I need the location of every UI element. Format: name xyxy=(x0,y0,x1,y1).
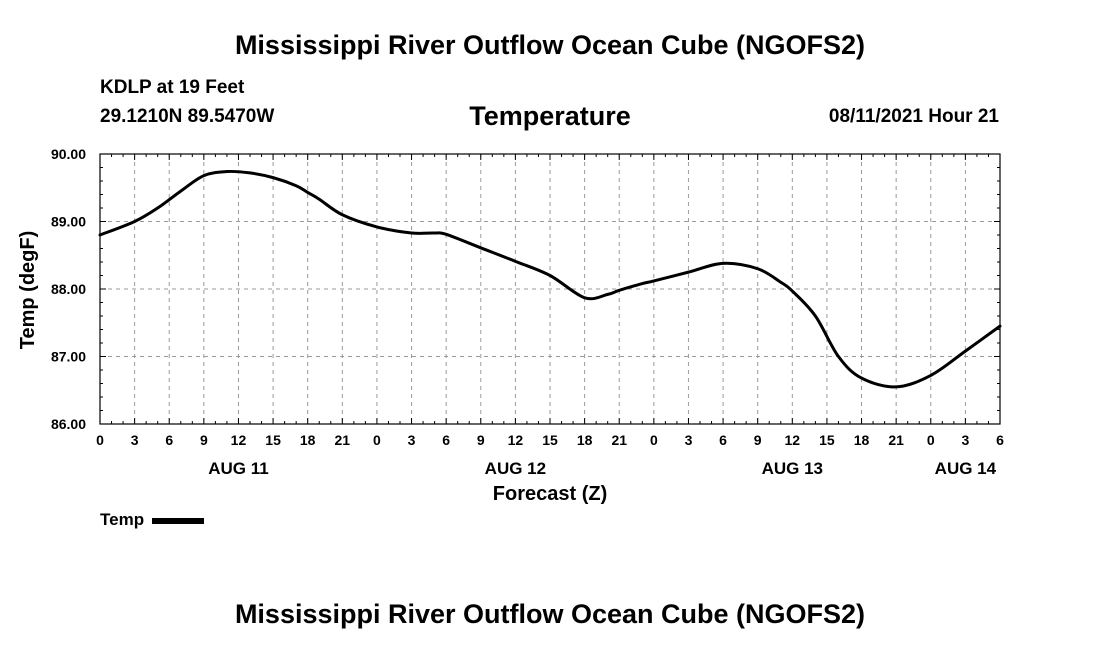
axes: 0 3 6 9 12 15 18 21 0 3 6 9 12 15 18 21 0 3 6 9 12 15 18 21 0 3 6 8… xyxy=(51,146,1004,478)
y-tick-label: 86.00 xyxy=(51,416,86,432)
legend-label: Temp xyxy=(100,510,145,529)
legend-swatch xyxy=(152,518,205,524)
x-tick-label: 18 xyxy=(854,432,870,448)
x-tick-label: 3 xyxy=(131,432,139,448)
x-tick-label: 3 xyxy=(408,432,416,448)
x-tick-label: 15 xyxy=(542,432,558,448)
datetime-label: 08/11/2021 Hour 21 xyxy=(828,106,999,127)
legend: Temp xyxy=(100,510,205,530)
x-tick-label: 12 xyxy=(785,432,801,448)
footer-title: Mississippi River Outflow Ocean Cube (NG… xyxy=(234,599,866,629)
x-tick-label: 9 xyxy=(754,432,762,448)
x-tick-label: 6 xyxy=(719,432,727,448)
x-tick-label: 6 xyxy=(165,432,173,448)
station-label: KDLP at 19 Feet xyxy=(100,77,245,98)
x-tick-label: 21 xyxy=(335,432,351,448)
date-label: AUG 14 xyxy=(935,459,997,478)
y-tick-label: 89.00 xyxy=(51,214,86,230)
temp-series-line xyxy=(98,169,1002,389)
date-label: AUG 13 xyxy=(762,459,823,478)
x-tick-label: 15 xyxy=(819,432,835,448)
x-tick-label: 9 xyxy=(200,432,208,448)
x-tick-label: 9 xyxy=(477,432,485,448)
x-tick-label: 0 xyxy=(373,432,381,448)
x-tick-label: 18 xyxy=(577,432,593,448)
y-tick-label: 88.00 xyxy=(51,281,86,297)
variable-title: Temperature xyxy=(469,101,631,131)
x-tick-label: 3 xyxy=(961,432,969,448)
x-tick-label: 21 xyxy=(888,432,904,448)
date-label: AUG 12 xyxy=(485,459,546,478)
x-tick-label: 18 xyxy=(300,432,316,448)
x-tick-label: 0 xyxy=(96,432,104,448)
x-tick-label: 3 xyxy=(685,432,693,448)
y-axis-title: Temp (degF) xyxy=(17,231,39,350)
x-axis-title: Forecast (Z) xyxy=(493,483,607,505)
x-tick-label: 6 xyxy=(442,432,450,448)
y-tick-label: 87.00 xyxy=(51,349,86,365)
x-tick-label: 21 xyxy=(611,432,627,448)
series-layer xyxy=(98,169,1002,389)
chart-title: Mississippi River Outflow Ocean Cube (NG… xyxy=(234,30,866,60)
x-tick-label: 12 xyxy=(231,432,247,448)
x-tick-label: 15 xyxy=(265,432,281,448)
x-tick-label: 6 xyxy=(996,432,1004,448)
x-tick-label: 0 xyxy=(927,432,935,448)
x-tick-label: 0 xyxy=(650,432,658,448)
y-tick-label: 90.00 xyxy=(51,146,86,162)
grid xyxy=(100,154,1000,424)
x-tick-label: 12 xyxy=(508,432,524,448)
coordinates-label: 29.1210N 89.5470W xyxy=(100,106,275,127)
date-label: AUG 11 xyxy=(208,459,268,478)
